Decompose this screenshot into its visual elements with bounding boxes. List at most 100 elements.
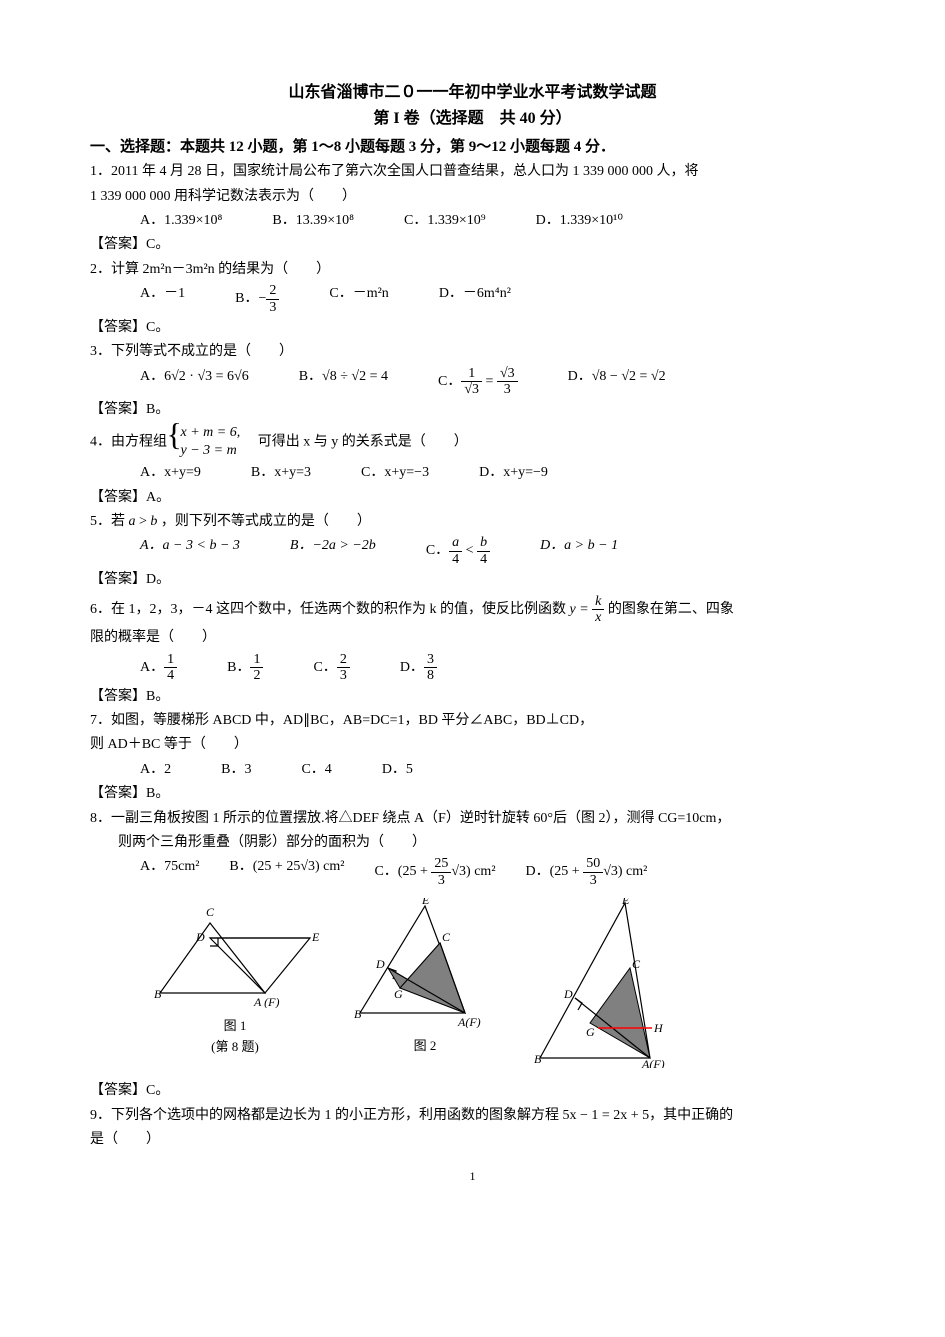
q4-answer: 【答案】A。 (90, 487, 855, 509)
figure-3: B A(F) E C D G H (530, 898, 680, 1076)
fig3-E: E (621, 898, 630, 907)
q1-opt-d: D．1.339×10¹⁰ (536, 210, 623, 232)
fig3-C: C (632, 957, 641, 971)
q8-opt-b: B．(25 + 25√3) cm² (229, 856, 344, 888)
q6-num: k (592, 594, 604, 610)
q8-figures: B C D E A (F) 图 1 (第 8 题) (150, 898, 855, 1076)
q4-opt-b: B．x+y=3 (251, 462, 311, 484)
title-main: 山东省淄博市二０一一年初中学业水平考试数学试题 (90, 80, 855, 106)
q8-options: A．75cm² B．(25 + 25√3) cm² C．(25 + 253√3)… (140, 856, 855, 888)
q7-answer: 【答案】B。 (90, 783, 855, 805)
q3-c-pre: C． (438, 374, 461, 389)
q4-opt-c: C．x+y=−3 (361, 462, 429, 484)
q4-options: A．x+y=9 B．x+y=3 C．x+y=−3 D．x+y=−9 (140, 462, 855, 484)
q6-c-num: 2 (337, 652, 350, 668)
title-sub: 第 I 卷（选择题 共 40 分） (90, 106, 855, 132)
q4-sys-l2: y − 3 = m (181, 442, 241, 460)
q4-system: x + m = 6, y − 3 = m (171, 424, 241, 460)
q8-d-pre: D．(25 + (526, 864, 584, 879)
q7-opt-d: D．5 (382, 759, 413, 781)
q2-answer: 【答案】C。 (90, 317, 855, 339)
q6-den: x (592, 610, 604, 625)
q1-answer: 【答案】C。 (90, 234, 855, 256)
q3-opt-b: B．√8 ÷ √2 = 4 (299, 366, 388, 398)
q6-b-num: 1 (250, 652, 263, 668)
q7-opt-c: C．4 (301, 759, 331, 781)
q3-text: 3．下列等式不成立的是（ ） (90, 341, 855, 363)
figure-2-svg: B A(F) E C D G (350, 898, 500, 1028)
q3-opt-c: C．1√3 = √33 (438, 366, 518, 398)
q3-c-lnum: 1 (461, 366, 482, 382)
q8-c-den: 3 (431, 873, 451, 888)
q3-options: A．6√2 · √3 = 6√6 B．√8 ÷ √2 = 4 C．1√3 = √… (140, 366, 855, 398)
q6-text-b: 限的概率是（ ） (90, 627, 855, 649)
q2-opt-c: C．－m²n (329, 283, 388, 315)
q8-opt-d: D．(25 + 503√3) cm² (526, 856, 648, 888)
q8-c-post: √3) cm² (451, 864, 495, 879)
fig3-B: B (534, 1052, 542, 1066)
q7-text-b: 则 AD＋BC 等于（ ） (90, 734, 855, 756)
q1-opt-b: B．13.39×10⁸ (272, 210, 354, 232)
q6-d-pre: D． (400, 660, 424, 675)
q5-c-rnum: b (477, 535, 490, 551)
q5-c-lnum: a (449, 535, 462, 551)
q6-opt-d: D．38 (400, 652, 437, 684)
q5-opt-c: C．a4 < b4 (426, 535, 490, 567)
q7-text-a: 7．如图，等腰梯形 ABCD 中，AD∥BC，AB=DC=1，BD 平分∠ABC… (90, 710, 855, 732)
q6-opt-a: A．14 (140, 652, 177, 684)
fig2-AF: A(F) (457, 1015, 481, 1028)
q5-answer: 【答案】D。 (90, 569, 855, 591)
q7-opt-b: B．3 (221, 759, 251, 781)
q2-opt-b: B．−23 (235, 283, 279, 315)
q1-options: A．1.339×10⁸ B．13.39×10⁸ C．1.339×10⁹ D．1.… (140, 210, 855, 232)
q9-text-a: 9．下列各个选项中的网格都是边长为 1 的小正方形，利用函数的图象解方程 5x … (90, 1105, 855, 1127)
q4-post: 可得出 x 与 y 的关系式是（ ） (244, 434, 468, 449)
q5-opt-a: A．a − 3 < b − 3 (140, 535, 240, 567)
q6-pre: 6．在 1，2，3，－4 这四个数中，任选两个数的积作为 k 的值，使反比例函数 (90, 602, 570, 617)
fig2-E: E (421, 898, 430, 907)
q8-d-den: 3 (583, 873, 603, 888)
q6-b-pre: B． (227, 660, 250, 675)
q3-c-rnum: √3 (497, 366, 518, 382)
fig1-C: C (206, 905, 215, 919)
q8-text-a: 8．一副三角板按图 1 所示的位置摆放.将△DEF 绕点 A（F）逆时针旋转 6… (90, 808, 855, 830)
q3-c-rden: 3 (497, 382, 518, 397)
q5-opt-b: B．−2a > −2b (290, 535, 376, 567)
fig-caption: (第 8 题) (150, 1037, 320, 1058)
q8-opt-c: C．(25 + 253√3) cm² (374, 856, 495, 888)
fig1-E: E (311, 930, 320, 944)
q2-b-den: 3 (266, 300, 279, 315)
q6-opt-c: C．23 (313, 652, 349, 684)
q6-c-pre: C． (313, 660, 336, 675)
q5-c-lden: 4 (449, 552, 462, 567)
q6-text-a: 6．在 1，2，3，－4 这四个数中，任选两个数的积作为 k 的值，使反比例函数… (90, 594, 855, 626)
q5-c-rden: 4 (477, 552, 490, 567)
q1-opt-c: C．1.339×10⁹ (404, 210, 486, 232)
fig3-D: D (563, 987, 573, 1001)
fig2-D: D (375, 957, 385, 971)
q2-opt-b-pre: B． (235, 291, 258, 306)
q4-text: 4．由方程组 x + m = 6, y − 3 = m 可得出 x 与 y 的关… (90, 424, 855, 460)
q6-d-num: 3 (424, 652, 437, 668)
q5-c-mid: < (462, 544, 477, 559)
fig2-G: G (394, 987, 403, 1001)
q6-options: A．14 B．12 C．23 D．38 (140, 652, 855, 684)
q4-opt-d: D．x+y=−9 (479, 462, 548, 484)
q6-y: y = (570, 602, 593, 617)
figure-2: B A(F) E C D G 图 2 (350, 898, 500, 1076)
q2-text: 2．计算 2m²n－3m²n 的结果为（ ） (90, 259, 855, 281)
q6-c-den: 3 (337, 668, 350, 683)
q6-a-num: 1 (164, 652, 177, 668)
fig1-B: B (154, 987, 162, 1001)
q8-d-num: 50 (583, 856, 603, 872)
q8-c-pre: C．(25 + (374, 864, 431, 879)
fig2-B: B (354, 1007, 362, 1021)
q5-c-pre: C． (426, 544, 449, 559)
q1-text-b: 1 339 000 000 用科学记数法表示为（ ） (90, 186, 855, 208)
fig1-AF: A (F) (253, 995, 279, 1008)
page-number: 1 (90, 1167, 855, 1186)
q8-text-b: 则两个三角形重叠（阴影）部分的面积为（ ） (90, 832, 855, 854)
figure-3-svg: B A(F) E C D G H (530, 898, 680, 1068)
q8-answer: 【答案】C。 (90, 1080, 855, 1102)
q3-c-lden: √3 (461, 382, 482, 397)
